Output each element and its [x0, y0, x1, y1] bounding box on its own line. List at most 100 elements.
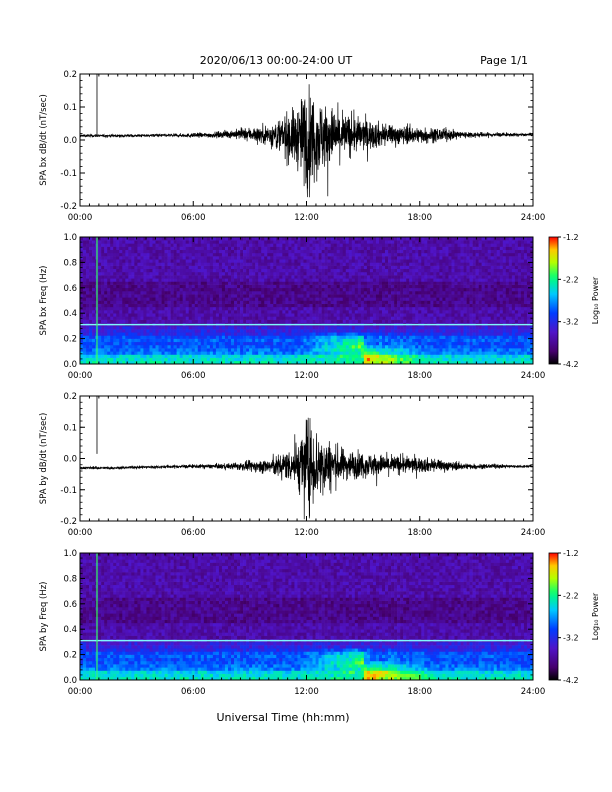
heatmap-cell	[107, 348, 111, 352]
heatmap-cell	[388, 287, 392, 292]
heatmap-cell	[378, 348, 383, 352]
heatmap-cell	[418, 351, 422, 355]
heatmap-cell	[113, 271, 117, 276]
heatmap-cell	[366, 341, 371, 346]
heatmap-cell	[460, 284, 464, 289]
heatmap-cell	[282, 284, 286, 289]
heatmap-cell	[224, 306, 229, 311]
heatmap-cell	[218, 329, 223, 333]
heatmap-cell	[391, 265, 395, 270]
heatmap-cell	[306, 265, 310, 270]
heatmap-cell	[288, 306, 292, 311]
heatmap-cell	[203, 348, 208, 352]
heatmap-cell	[336, 332, 341, 336]
heatmap-cell	[439, 348, 443, 352]
heatmap-cell	[490, 303, 495, 308]
heatmap-cell	[285, 306, 289, 311]
heatmap-cell	[397, 275, 401, 279]
heatmap-cell	[92, 287, 96, 292]
heatmap-cell	[369, 290, 374, 295]
heatmap-cell	[182, 278, 186, 282]
heatmap-cell	[508, 335, 513, 339]
heatmap-cell	[137, 354, 141, 358]
heatmap-cell	[98, 300, 102, 304]
heatmap-cell	[206, 348, 211, 352]
heatmap-cell	[227, 325, 232, 330]
heatmap-cell	[237, 287, 241, 292]
heatmap-cell	[324, 306, 328, 311]
heatmap-cell	[227, 300, 232, 304]
heatmap-cell	[83, 319, 87, 324]
heatmap-cell	[502, 341, 507, 346]
heatmap-cell	[451, 335, 455, 339]
heatmap-cell	[252, 348, 256, 352]
heatmap-cell	[354, 313, 359, 317]
heatmap-cell	[312, 275, 316, 279]
heatmap-cell	[342, 313, 347, 317]
heatmap-cell	[243, 281, 247, 285]
heatmap-cell	[264, 357, 268, 362]
heatmap-cell	[131, 332, 135, 336]
heatmap-cell	[378, 294, 383, 298]
heatmap-cell	[339, 303, 344, 308]
heatmap-cell	[243, 316, 247, 320]
heatmap-cell	[526, 354, 531, 358]
heatmap-cell	[309, 313, 313, 317]
heatmap-cell	[140, 278, 144, 282]
heatmap-cell	[243, 338, 247, 343]
heatmap-cell	[227, 303, 232, 308]
heatmap-cell	[101, 344, 105, 349]
heatmap-cell	[400, 284, 404, 289]
heatmap-cell	[475, 354, 479, 358]
heatmap-cell	[472, 262, 476, 266]
heatmap-cell	[270, 313, 274, 317]
heatmap-cell	[231, 303, 235, 308]
heatmap-cell	[457, 303, 461, 308]
heatmap-cell	[285, 300, 289, 304]
heatmap-cell	[454, 275, 458, 279]
heatmap-cell	[237, 310, 241, 314]
heatmap-cell	[397, 316, 401, 320]
heatmap-cell	[203, 306, 208, 311]
heatmap-cell	[209, 341, 214, 346]
heatmap-cell	[179, 303, 183, 308]
heatmap-cell	[354, 335, 359, 339]
heatmap-cell	[209, 316, 214, 320]
heatmap-cell	[137, 335, 141, 339]
heatmap-cell	[80, 360, 84, 365]
heatmap-cell	[173, 357, 177, 362]
heatmap-cell	[206, 338, 211, 343]
heatmap-cell	[354, 271, 359, 276]
heatmap-cell	[282, 303, 286, 308]
heatmap-cell	[194, 281, 199, 285]
heatmap-cell	[511, 341, 516, 346]
heatmap-cell	[318, 319, 322, 324]
heatmap-cell	[496, 310, 501, 314]
heatmap-cell	[249, 303, 253, 308]
heatmap-cell	[502, 319, 507, 324]
heatmap-cell	[397, 360, 401, 365]
heatmap-cell	[502, 310, 507, 314]
heatmap-cell	[415, 360, 419, 365]
heatmap-cell	[291, 271, 295, 276]
heatmap-cell	[224, 316, 229, 320]
heatmap-cell	[297, 303, 301, 308]
heatmap-cell	[481, 303, 485, 308]
heatmap-cell	[382, 290, 386, 295]
heatmap-cell	[306, 271, 310, 276]
heatmap-cell	[101, 303, 105, 308]
heatmap-cell	[170, 357, 174, 362]
heatmap-cell	[182, 300, 186, 304]
heatmap-cell	[523, 329, 528, 333]
heatmap-cell	[267, 319, 271, 324]
heatmap-cell	[231, 348, 235, 352]
heatmap-cell	[206, 335, 211, 339]
heatmap-cell	[445, 348, 449, 352]
heatmap-cell	[394, 325, 398, 330]
heatmap-cell	[430, 332, 434, 336]
heatmap-cell	[460, 281, 464, 285]
heatmap-cell	[276, 329, 280, 333]
heatmap-cell	[258, 300, 262, 304]
heatmap-cell	[433, 284, 437, 289]
heatmap-cell	[394, 316, 398, 320]
